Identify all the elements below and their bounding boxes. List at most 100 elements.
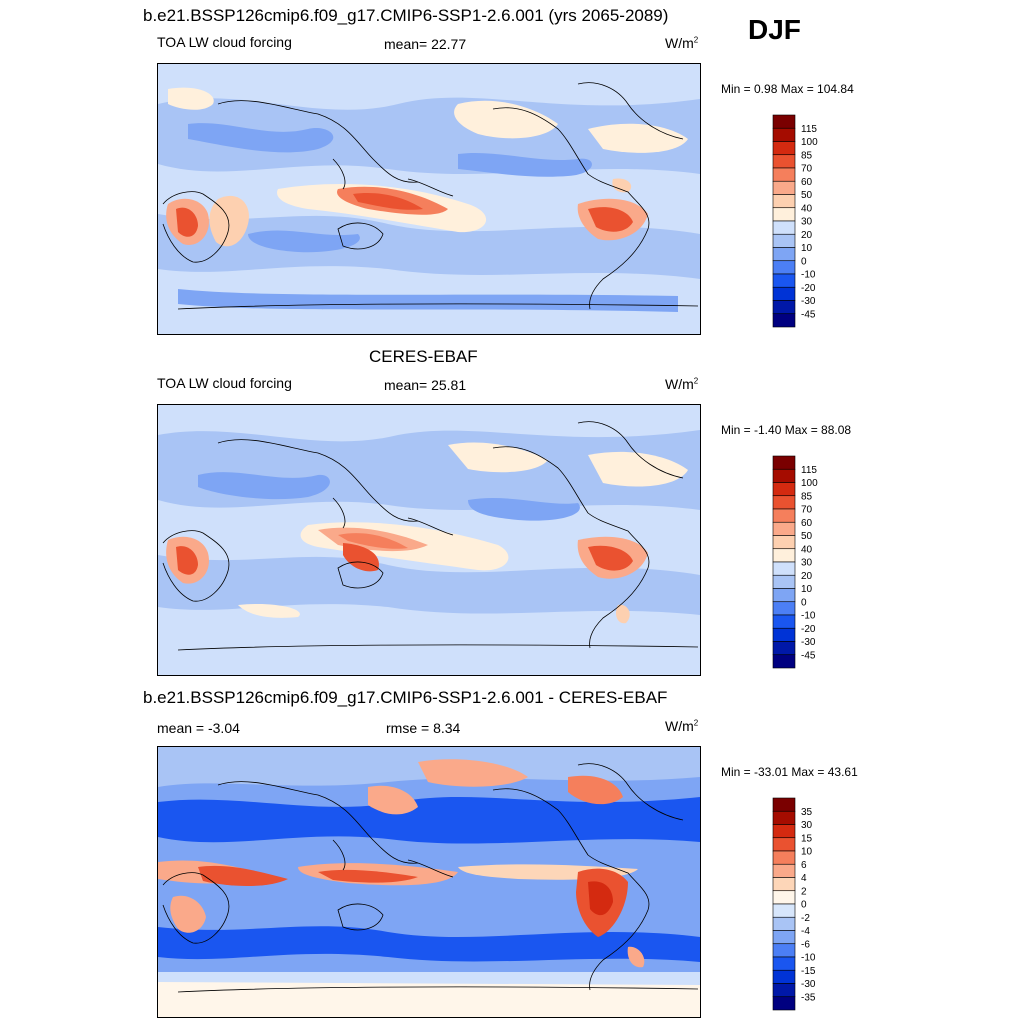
panel-2-mean-label: mean= 25.81 bbox=[384, 377, 467, 393]
panel-2-map bbox=[157, 404, 701, 676]
colorbar-tick-label: 115 bbox=[801, 465, 817, 476]
colorbar-swatch bbox=[772, 916, 796, 931]
colorbar-swatch bbox=[772, 877, 796, 892]
colorbar-swatch bbox=[772, 969, 796, 984]
panel-1-colorbar: 115 100 85 70 60 50 40 30 20 10 0 -10 -20 -30 -45 bbox=[772, 114, 833, 330]
colorbar-swatch bbox=[772, 286, 796, 301]
panel-2-title: CERES-EBAF bbox=[369, 347, 478, 366]
panel-2-minmax: Min = -1.40 Max = 88.08 bbox=[721, 423, 852, 437]
colorbar-tick-label: -30 bbox=[801, 296, 816, 307]
colorbar-tick-label: -2 bbox=[801, 913, 810, 924]
colorbar-tick-label: 6 bbox=[801, 860, 807, 871]
colorbar-swatch bbox=[772, 207, 796, 222]
colorbar-swatch bbox=[772, 154, 796, 169]
colorbar-tick-label: -45 bbox=[801, 650, 816, 661]
colorbar-swatch bbox=[772, 127, 796, 142]
panel-1-map bbox=[157, 63, 701, 335]
colorbar-swatch bbox=[772, 482, 796, 497]
colorbar-tick-label: 10 bbox=[801, 584, 813, 595]
panel-3-rmse-label: rmse = 8.34 bbox=[386, 720, 461, 736]
colorbar-tick-label: -10 bbox=[801, 953, 816, 964]
colorbar-tick-label: 60 bbox=[801, 518, 813, 529]
panel-1-unit-label: W/m2 bbox=[665, 35, 699, 51]
colorbar-tick-label: -20 bbox=[801, 283, 816, 294]
colorbar-swatch bbox=[772, 300, 796, 315]
season-label: DJF bbox=[748, 14, 801, 45]
colorbar-swatch bbox=[772, 220, 796, 235]
colorbar-swatch bbox=[772, 824, 796, 839]
colorbar-tick-label: 20 bbox=[801, 230, 813, 241]
colorbar-tick-label: 115 bbox=[801, 124, 817, 135]
colorbar-swatch bbox=[772, 495, 796, 510]
colorbar-swatch bbox=[772, 956, 796, 971]
colorbar-swatch bbox=[772, 614, 796, 629]
colorbar-swatch bbox=[772, 167, 796, 182]
colorbar-tick-label: 70 bbox=[801, 164, 813, 175]
colorbar-tick-label: 40 bbox=[801, 203, 813, 214]
colorbar-swatch bbox=[772, 797, 796, 812]
colorbar-tick-label: -45 bbox=[801, 309, 816, 320]
colorbar-swatch bbox=[772, 548, 796, 563]
panel-1-title: b.e21.BSSP126cmip6.f09_g17.CMIP6-SSP1-2.… bbox=[143, 6, 669, 25]
colorbar-tick-label: 85 bbox=[801, 491, 813, 502]
colorbar-swatch bbox=[772, 654, 796, 669]
colorbar-tick-label: 4 bbox=[801, 873, 807, 884]
colorbar-tick-label: 0 bbox=[801, 256, 807, 267]
colorbar-swatch bbox=[772, 313, 796, 328]
colorbar-tick-label: 10 bbox=[801, 847, 813, 858]
colorbar-swatch bbox=[772, 863, 796, 878]
colorbar-swatch bbox=[772, 890, 796, 905]
panel-2-colorbar: 115 100 85 70 60 50 40 30 20 10 0 -10 -20 -30 -45 bbox=[772, 455, 833, 671]
colorbar-tick-label: -10 bbox=[801, 611, 816, 622]
colorbar-tick-label: 60 bbox=[801, 177, 813, 188]
colorbar-tick-label: -35 bbox=[801, 992, 816, 1003]
panel-2-map-canvas bbox=[158, 405, 700, 675]
colorbar-tick-label: 2 bbox=[801, 886, 807, 897]
colorbar-swatch bbox=[772, 943, 796, 958]
colorbar-tick-label: 85 bbox=[801, 150, 813, 161]
colorbar-swatch bbox=[772, 588, 796, 603]
colorbar-swatch bbox=[772, 273, 796, 288]
panel-1-variable-label: TOA LW cloud forcing bbox=[157, 34, 292, 50]
colorbar-tick-label: -4 bbox=[801, 926, 810, 937]
colorbar-tick-label: 100 bbox=[801, 478, 818, 489]
colorbar-swatch bbox=[772, 247, 796, 262]
colorbar-tick-label: 35 bbox=[801, 807, 813, 818]
panel-3-unit-label: W/m2 bbox=[665, 718, 699, 734]
colorbar-tick-label: -10 bbox=[801, 270, 816, 281]
colorbar-tick-label: -20 bbox=[801, 624, 816, 635]
colorbar-swatch bbox=[772, 601, 796, 616]
colorbar-swatch bbox=[772, 535, 796, 550]
colorbar-tick-label: 100 bbox=[801, 137, 818, 148]
panel-2-unit-label: W/m2 bbox=[665, 376, 699, 392]
colorbar-tick-label: 30 bbox=[801, 217, 813, 228]
panel-2-variable-label: TOA LW cloud forcing bbox=[157, 375, 292, 391]
colorbar-swatch bbox=[772, 455, 796, 470]
colorbar-swatch bbox=[772, 260, 796, 275]
colorbar-tick-label: 30 bbox=[801, 558, 813, 569]
colorbar-swatch bbox=[772, 468, 796, 483]
colorbar-swatch bbox=[772, 574, 796, 589]
colorbar-swatch bbox=[772, 903, 796, 918]
colorbar-tick-label: 50 bbox=[801, 531, 813, 542]
panel-3-colorbar-svg: 35 30 15 10 6 4 2 0 -2 -4 -6 -10 -15 -30 -35 bbox=[772, 797, 816, 1011]
colorbar-tick-label: 15 bbox=[801, 833, 813, 844]
colorbar-tick-label: 30 bbox=[801, 820, 813, 831]
colorbar-swatch bbox=[772, 141, 796, 156]
panel-1-map-canvas bbox=[158, 64, 700, 334]
colorbar-swatch bbox=[772, 561, 796, 576]
colorbar-tick-label: -6 bbox=[801, 939, 810, 950]
panel-3-minmax: Min = -33.01 Max = 43.61 bbox=[721, 765, 858, 779]
colorbar-swatch bbox=[772, 114, 796, 129]
colorbar-swatch bbox=[772, 641, 796, 656]
colorbar-tick-label: 70 bbox=[801, 505, 813, 516]
colorbar-tick-label: -30 bbox=[801, 637, 816, 648]
colorbar-swatch bbox=[772, 850, 796, 865]
panel-3-colorbar: 35 30 15 10 6 4 2 0 -2 -4 -6 -10 -15 -30 -35 bbox=[772, 797, 833, 1013]
colorbar-swatch bbox=[772, 837, 796, 852]
colorbar-swatch bbox=[772, 180, 796, 195]
colorbar-tick-label: 10 bbox=[801, 243, 813, 254]
colorbar-tick-label: 20 bbox=[801, 571, 813, 582]
